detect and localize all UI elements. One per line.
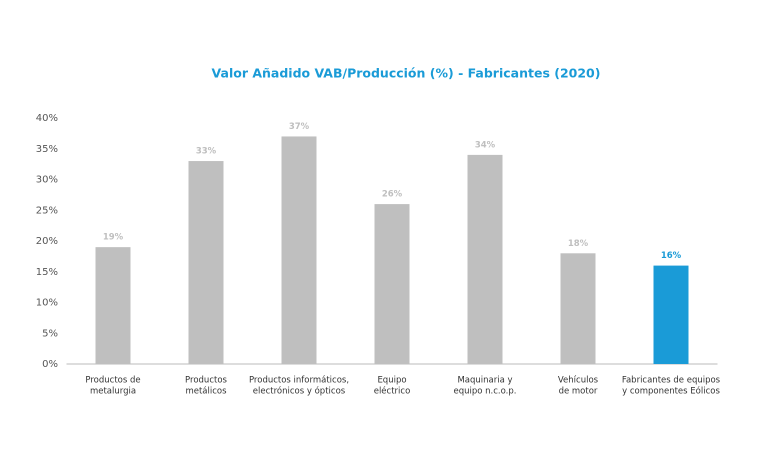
x-tick-label: de motor [559, 387, 598, 397]
x-tick-label: Equipo [377, 376, 406, 386]
y-tick-label: 15% [36, 267, 58, 278]
y-tick-label: 35% [36, 144, 58, 155]
x-tick-label: Productos de [85, 376, 140, 386]
y-tick-label: 40% [36, 113, 58, 124]
x-tick-label: equipo n.c.o.p. [454, 387, 517, 397]
value-label: 19% [103, 233, 124, 243]
bar [374, 204, 410, 364]
value-label: 18% [568, 239, 589, 249]
value-label: 37% [289, 122, 310, 132]
bar [188, 161, 224, 364]
x-tick-label: Vehículos [558, 376, 599, 386]
bar [95, 247, 131, 364]
value-label: 33% [196, 147, 217, 157]
x-tick-label: metalurgia [90, 387, 136, 397]
y-tick-label: 25% [36, 205, 58, 216]
x-tick-label: Maquinaria y [457, 376, 512, 386]
value-label: 16% [661, 251, 682, 261]
y-tick-label: 5% [42, 328, 58, 339]
x-tick-label: Productos informáticos, [249, 376, 349, 386]
y-tick-label: 0% [42, 359, 58, 370]
y-tick-label: 20% [36, 236, 58, 247]
value-label: 34% [475, 140, 496, 150]
y-tick-label: 10% [36, 298, 58, 309]
y-tick-label: 30% [36, 175, 58, 186]
x-tick-label: Fabricantes de equipos [622, 376, 721, 386]
x-tick-label: electrónicos y ópticos [253, 386, 346, 397]
x-tick-label: eléctrico [374, 386, 411, 397]
bar [560, 253, 596, 364]
chart-title: Valor Añadido VAB/Producción (%) - Fabri… [212, 66, 601, 81]
bar [467, 154, 503, 364]
x-tick-label: Productos [185, 376, 227, 386]
x-tick-label: y componentes Eólicos [622, 386, 720, 397]
bar [281, 136, 317, 364]
value-label: 26% [382, 190, 403, 200]
bar [653, 265, 689, 364]
x-tick-label: metálicos [185, 387, 227, 397]
